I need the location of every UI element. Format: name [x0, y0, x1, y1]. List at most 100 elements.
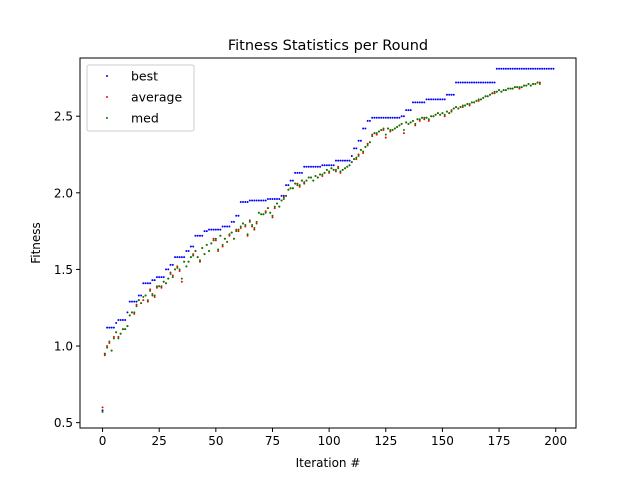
point-med [282, 197, 285, 200]
points-layer [101, 67, 555, 413]
axes-frame [79, 57, 577, 429]
point-best [550, 67, 553, 70]
legend-entry-best: best [106, 69, 158, 84]
point-average [461, 106, 464, 109]
point-average [149, 288, 152, 291]
point-best [443, 98, 446, 101]
point-average [450, 110, 453, 113]
point-best [513, 67, 516, 70]
point-best [393, 116, 396, 119]
point-best [183, 256, 186, 259]
point-best [421, 101, 424, 104]
point-med [339, 170, 342, 173]
point-average [103, 354, 106, 357]
plot-area [79, 57, 577, 429]
point-med [466, 102, 469, 105]
point-best [121, 318, 124, 321]
point-average [246, 234, 249, 237]
point-best [455, 81, 458, 84]
point-med [223, 237, 226, 240]
point-med [396, 125, 399, 128]
point-best [164, 268, 167, 271]
point-best [192, 245, 195, 248]
point-best [137, 294, 140, 297]
point-average [214, 239, 217, 242]
point-med [529, 84, 532, 87]
point-average [101, 406, 104, 409]
point-best [316, 165, 319, 168]
point-med [407, 122, 410, 125]
point-best [518, 67, 521, 70]
point-med [124, 328, 127, 331]
point-med [189, 256, 192, 259]
point-best [527, 67, 530, 70]
point-med [110, 349, 113, 352]
point-med [470, 101, 473, 104]
point-best [382, 116, 385, 119]
point-med [330, 167, 333, 170]
point-med [126, 325, 129, 328]
point-med [180, 277, 183, 280]
legend-box [86, 64, 195, 132]
point-med [350, 161, 353, 164]
point-best [242, 201, 245, 204]
point-med [525, 84, 528, 87]
point-med [115, 331, 118, 334]
point-best [377, 116, 380, 119]
point-med [513, 86, 516, 89]
point-average [321, 174, 324, 177]
point-med [414, 122, 417, 125]
point-best [545, 67, 548, 70]
series-med [101, 81, 541, 413]
point-med [244, 224, 247, 226]
point-best [167, 268, 170, 271]
point-med [509, 87, 512, 90]
point-best [348, 159, 351, 162]
point-med [117, 337, 120, 340]
y-tick-label: 1.0 [54, 340, 73, 354]
point-best [332, 164, 335, 167]
point-best [251, 199, 254, 202]
point-med [532, 83, 535, 86]
point-best [534, 67, 537, 70]
point-best [149, 282, 152, 285]
point-best [171, 263, 174, 266]
point-med [169, 273, 172, 276]
point-average [198, 260, 201, 263]
point-med [128, 314, 131, 317]
point-med [203, 253, 206, 256]
point-med [371, 135, 374, 138]
point-best [169, 263, 172, 266]
point-med [461, 104, 464, 107]
point-average [142, 299, 145, 302]
point-average [248, 219, 251, 222]
point-best [384, 116, 387, 119]
x-axis: 0 25 50 75 100 125 150 175 200 [99, 428, 567, 448]
point-best [106, 326, 109, 329]
point-average [155, 286, 158, 289]
point-average [146, 300, 149, 303]
point-best [248, 199, 251, 202]
point-best [160, 276, 163, 279]
point-med [343, 167, 346, 170]
point-best [144, 282, 147, 285]
point-best [178, 256, 181, 259]
point-med [312, 179, 315, 182]
point-best [532, 67, 535, 70]
point-best [273, 197, 276, 200]
point-med [158, 285, 161, 288]
point-average [443, 115, 446, 118]
point-best [452, 93, 455, 96]
point-med [423, 116, 426, 119]
point-best [294, 171, 297, 174]
point-med [232, 237, 235, 240]
point-med [445, 110, 448, 113]
point-average [296, 182, 299, 185]
point-best [219, 228, 222, 231]
point-best [142, 282, 145, 285]
point-med [427, 118, 430, 121]
point-med [162, 280, 165, 283]
point-average [212, 237, 215, 240]
point-best [491, 81, 494, 84]
point-average [264, 210, 267, 213]
